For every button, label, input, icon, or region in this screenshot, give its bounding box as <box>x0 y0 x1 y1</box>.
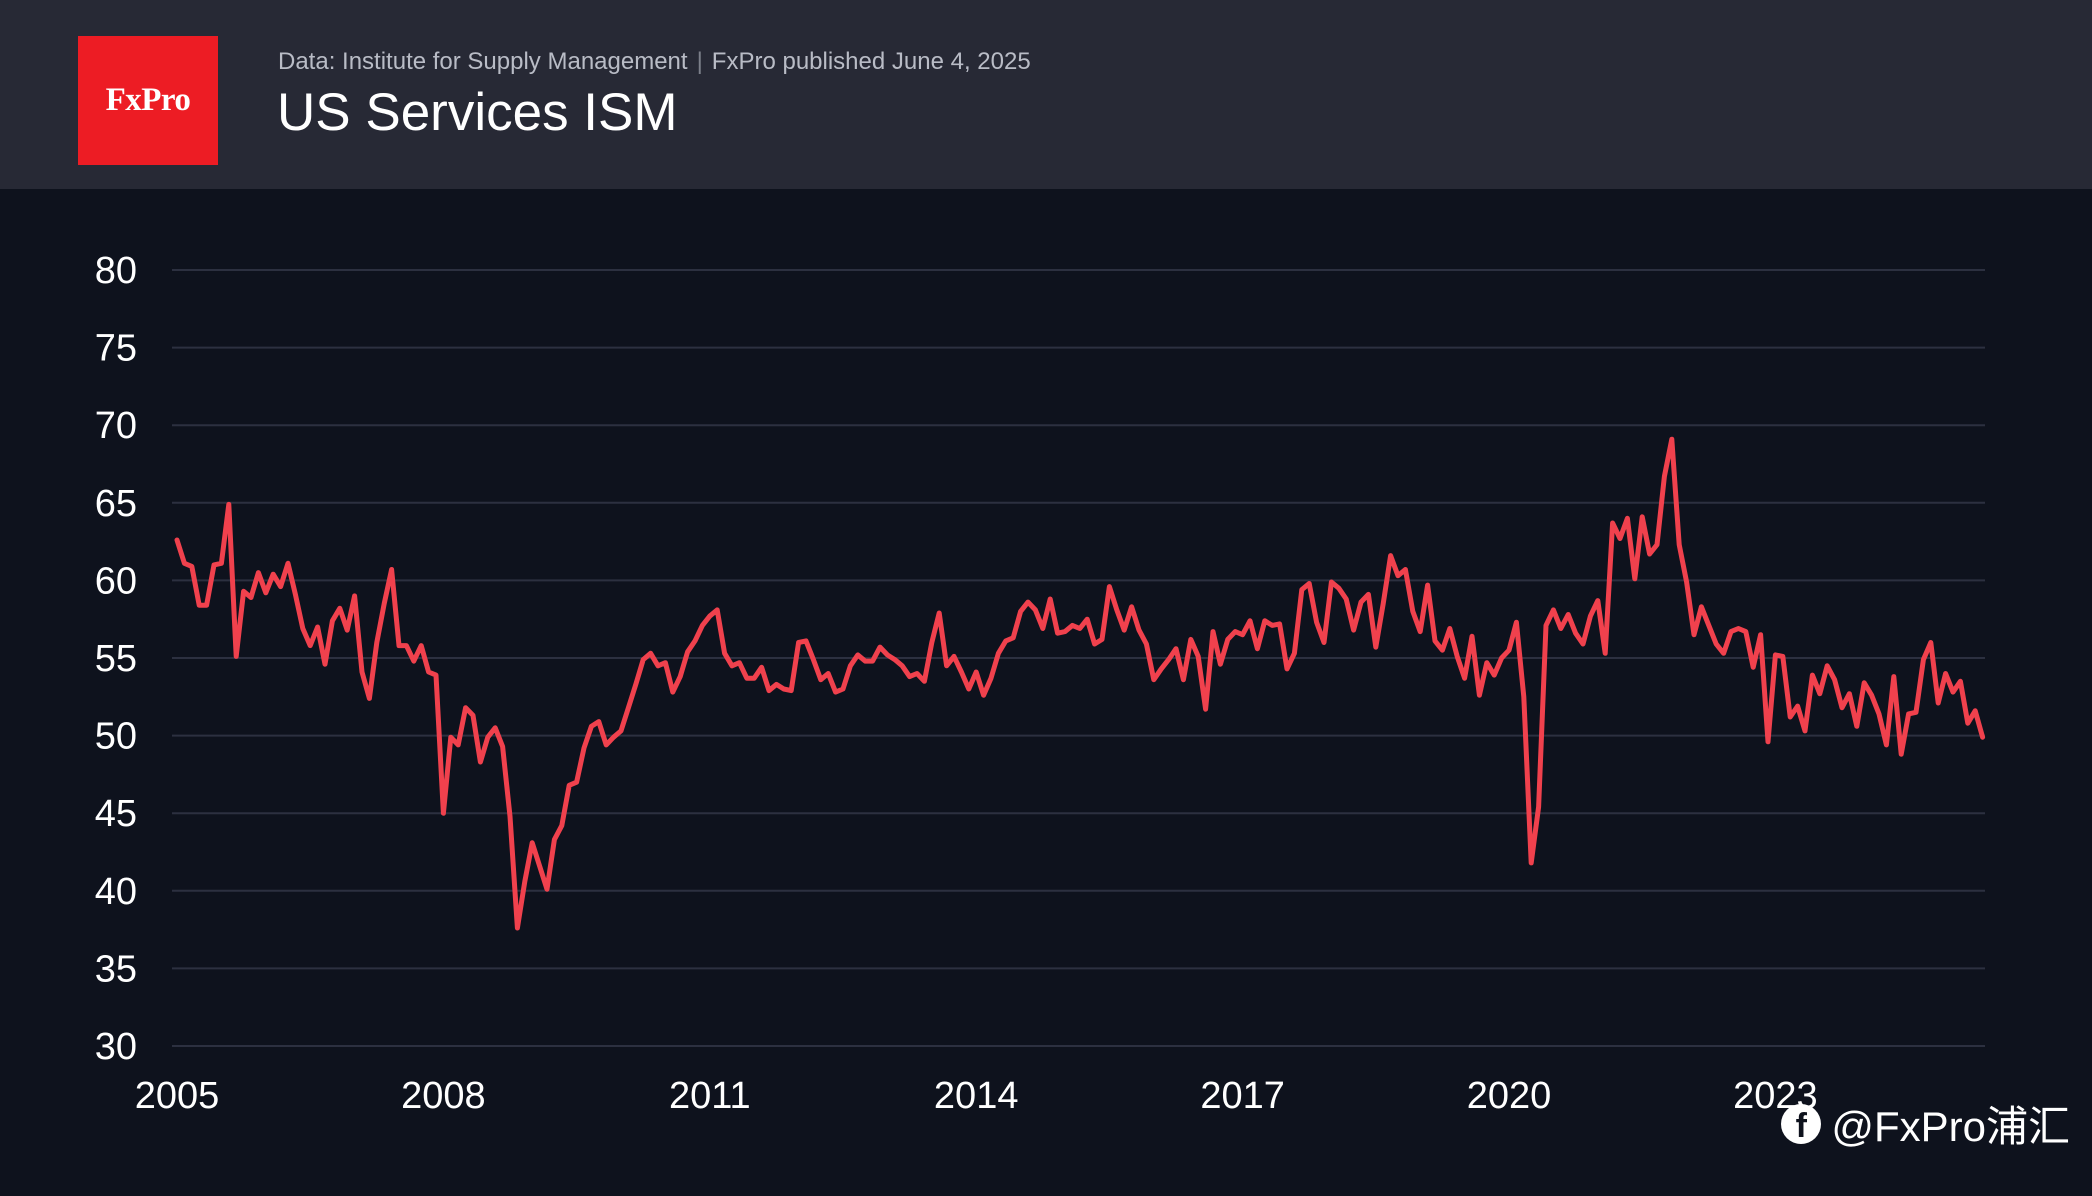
data-source: Data: Institute for Supply Management <box>278 48 688 75</box>
y-tick-label: 45 <box>95 793 137 835</box>
x-tick-label: 2005 <box>135 1075 220 1117</box>
x-tick-label: 2020 <box>1467 1075 1552 1117</box>
x-tick-label: 2014 <box>934 1075 1019 1117</box>
y-tick-label: 55 <box>95 638 137 680</box>
x-tick-label: 2017 <box>1200 1075 1285 1117</box>
y-tick-label: 65 <box>95 483 137 525</box>
y-tick-label: 30 <box>95 1026 137 1068</box>
x-tick-label: 2011 <box>669 1075 751 1117</box>
chart-title: US Services ISM <box>277 83 678 142</box>
watermark: f @FxPro浦汇 <box>1781 1093 2070 1154</box>
watermark-text: @FxPro浦汇 <box>1831 1103 2070 1150</box>
header-bar: FxPro Data: Institute for Supply Managem… <box>0 0 2092 189</box>
y-tick-label: 50 <box>95 716 137 758</box>
series-line-us-services-ism <box>174 436 1986 931</box>
y-tick-label: 80 <box>95 250 137 292</box>
y-tick-label: 70 <box>95 405 137 447</box>
published-date: FxPro published June 4, 2025 <box>711 48 1031 75</box>
y-tick-label: 75 <box>95 328 137 370</box>
facebook-icon: f <box>1781 1103 1822 1144</box>
source-line: Data: Institute for Supply Management | Fx… <box>278 48 1031 76</box>
logo-text: FxPro <box>105 82 191 118</box>
fxpro-logo: FxPro <box>78 36 218 165</box>
y-tick-label: 60 <box>95 560 137 602</box>
y-tick-label: 40 <box>95 871 137 913</box>
x-tick-label: 2008 <box>401 1075 486 1117</box>
separator: | <box>696 48 703 75</box>
y-tick-label: 35 <box>95 948 137 990</box>
